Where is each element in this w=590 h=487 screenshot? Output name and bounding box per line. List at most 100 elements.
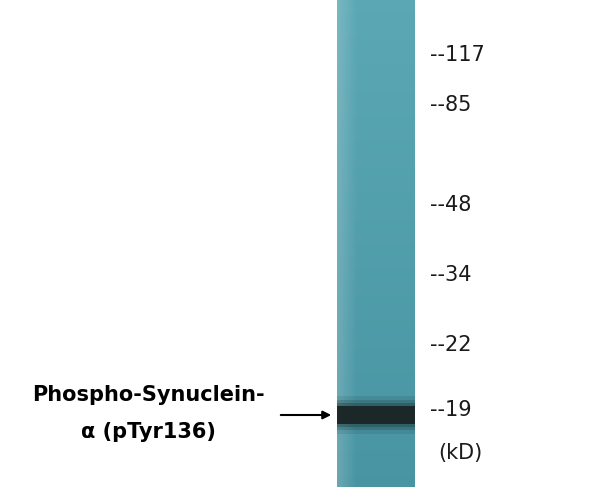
Bar <box>337 146 415 148</box>
Bar <box>337 184 415 185</box>
Text: --34: --34 <box>430 265 471 285</box>
Bar <box>337 57 415 58</box>
Bar <box>337 83 415 84</box>
Bar <box>337 414 415 415</box>
Bar <box>337 93 415 94</box>
Bar <box>337 376 415 378</box>
Bar <box>337 67 415 68</box>
Bar <box>353 0 354 487</box>
Bar <box>337 339 415 341</box>
Bar <box>337 307 415 308</box>
Bar <box>337 42 415 44</box>
Bar <box>337 333 415 335</box>
Bar <box>337 472 415 474</box>
Text: --85: --85 <box>430 95 471 115</box>
Bar <box>337 185 415 187</box>
Bar <box>337 437 415 438</box>
Bar <box>337 326 415 328</box>
Bar <box>337 211 415 213</box>
Bar <box>337 182 415 184</box>
Bar <box>337 341 415 342</box>
Bar <box>337 415 415 417</box>
Bar <box>337 274 415 276</box>
Bar <box>337 337 415 339</box>
Bar <box>337 81 415 83</box>
Bar <box>337 381 415 383</box>
Bar <box>337 45 415 47</box>
Bar <box>337 435 415 437</box>
Bar <box>337 84 415 86</box>
Bar <box>337 287 415 289</box>
Bar <box>337 232 415 234</box>
Bar <box>337 471 415 472</box>
Bar <box>344 0 345 487</box>
Bar <box>337 253 415 255</box>
Bar <box>337 425 415 427</box>
Bar <box>337 312 415 313</box>
Bar <box>337 302 415 303</box>
Bar <box>337 443 415 445</box>
Bar <box>337 65 415 67</box>
Bar <box>337 380 415 381</box>
Bar <box>337 299 415 300</box>
Bar <box>337 406 415 424</box>
Bar <box>337 122 415 123</box>
Bar <box>349 0 350 487</box>
Bar <box>337 476 415 477</box>
Bar <box>337 450 415 451</box>
Bar <box>337 145 415 146</box>
Bar <box>337 474 415 476</box>
Bar <box>337 303 415 305</box>
Bar <box>337 164 415 166</box>
Bar <box>337 281 415 282</box>
Bar <box>337 258 415 260</box>
Bar <box>337 420 415 422</box>
Bar <box>337 127 415 128</box>
Bar <box>340 0 341 487</box>
Bar <box>337 297 415 299</box>
Bar <box>337 0 338 487</box>
Bar <box>337 218 415 219</box>
Bar <box>337 403 415 427</box>
Bar <box>337 404 415 406</box>
Bar <box>337 347 415 349</box>
Bar <box>337 310 415 312</box>
Bar <box>337 133 415 135</box>
Bar <box>337 198 415 200</box>
Bar <box>337 195 415 196</box>
Bar <box>337 106 415 107</box>
Bar <box>337 229 415 230</box>
Bar <box>337 113 415 115</box>
Bar <box>337 50 415 52</box>
Bar <box>337 96 415 97</box>
Bar <box>337 154 415 156</box>
Bar <box>337 412 415 414</box>
Bar <box>337 442 415 443</box>
Bar <box>337 152 415 154</box>
Bar <box>337 438 415 440</box>
Bar <box>337 263 415 264</box>
Bar <box>337 125 415 127</box>
Bar <box>337 162 415 164</box>
Bar <box>337 378 415 380</box>
Bar <box>337 23 415 24</box>
Bar <box>337 447 415 448</box>
Bar <box>337 325 415 326</box>
Bar <box>337 422 415 424</box>
Bar <box>337 411 415 412</box>
Bar <box>337 399 415 401</box>
Bar <box>337 375 415 376</box>
Bar <box>337 68 415 70</box>
Text: α (pTyr136): α (pTyr136) <box>81 422 215 442</box>
Bar <box>337 115 415 117</box>
Text: (kD): (kD) <box>438 443 482 463</box>
Bar <box>337 112 415 113</box>
Bar <box>337 365 415 367</box>
Bar <box>337 196 415 198</box>
Bar <box>337 36 415 37</box>
Bar <box>337 321 415 323</box>
Bar <box>337 252 415 253</box>
Bar <box>337 331 415 333</box>
Bar <box>337 44 415 45</box>
Bar <box>337 19 415 21</box>
